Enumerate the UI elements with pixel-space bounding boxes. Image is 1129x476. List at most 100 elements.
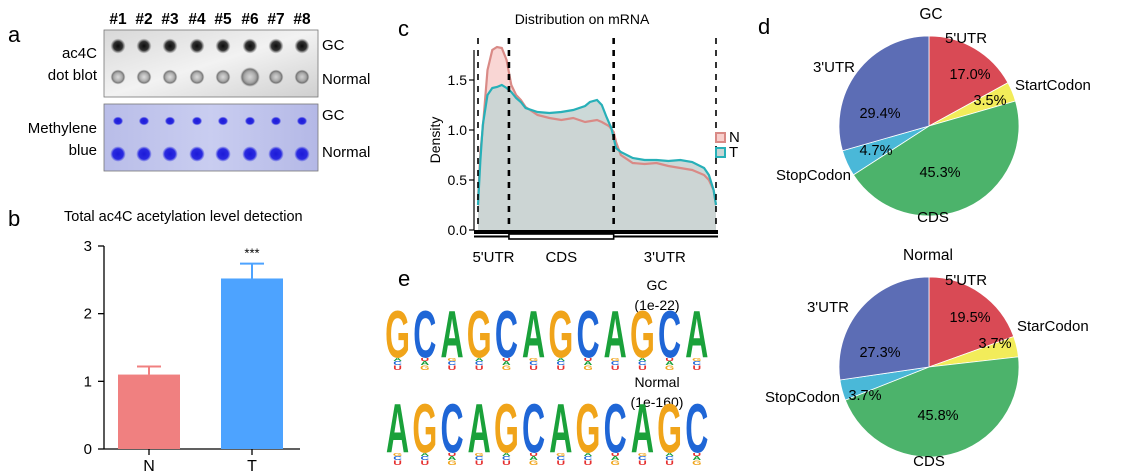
blot-spot-normal — [215, 69, 231, 85]
density-line-T — [476, 83, 718, 206]
logo-minor-letter: G — [692, 460, 701, 468]
logo-minor-letter: G — [665, 365, 674, 373]
mb-spot-gc — [192, 116, 202, 126]
pie-value-label: 17.0% — [949, 67, 990, 83]
logo-letter: C — [685, 391, 708, 468]
blot-spot-normal — [294, 69, 310, 85]
pie-slice — [928, 35, 1009, 127]
panel-label-c: c — [398, 16, 409, 41]
pie-value-label: 3.7% — [848, 388, 881, 404]
logo-minor-letter: G — [447, 357, 456, 362]
mrna-track-bar — [474, 230, 718, 234]
logo-minor-letter: G — [447, 460, 456, 468]
logo-minor-letter: U — [529, 452, 538, 457]
logo-letter: G — [467, 299, 492, 373]
logo-minor-letter: U — [556, 365, 565, 373]
logo-letter: G — [548, 299, 573, 373]
logo-letter: A — [522, 299, 545, 373]
logo-minor-letter: U — [638, 460, 647, 468]
motif-title-normal: Normal — [634, 374, 679, 390]
pie-slice — [838, 276, 930, 381]
logo-minor-letter: U — [638, 365, 647, 373]
pie-value-label: 3.5% — [973, 93, 1006, 109]
row-label-normal-bottom: Normal — [322, 144, 370, 161]
logo-minor-letter: A — [665, 452, 674, 457]
logo-minor-letter: U — [393, 460, 402, 468]
logo-letter: C — [440, 391, 463, 468]
panel-a: a #1 #2 #3 #4 #5 #6 #7 #8 ac4C dot blot Methyle… — [8, 11, 370, 172]
logo-minor-letter: U — [448, 365, 457, 373]
bar-N — [118, 374, 180, 449]
motif-pvalue-normal: (1e-160) — [631, 394, 684, 410]
logo-minor-letter: U — [665, 357, 674, 362]
logo-minor-letter: G — [692, 357, 701, 362]
row-label-normal-top: Normal — [322, 71, 370, 88]
logo-minor-letter: A — [502, 360, 511, 366]
blot-spot-normal — [240, 67, 260, 87]
logo-letter: G — [385, 299, 410, 373]
logo-minor-letter: U — [611, 452, 620, 457]
bar-x-tick-label: T — [247, 458, 257, 475]
logo-minor-letter: C — [502, 455, 511, 461]
mb-spot-normal — [215, 146, 231, 162]
mb-spot-gc — [165, 116, 175, 126]
logo-letter: A — [631, 391, 654, 468]
logo-letter: C — [604, 391, 627, 468]
density-y-tick-label: 1.5 — [448, 72, 468, 88]
logo-minor-letter: A — [665, 360, 674, 366]
methylene-blue-membrane — [103, 103, 319, 172]
logo-minor-letter: U — [393, 365, 402, 373]
mb-spot-gc — [218, 116, 228, 126]
logo-minor-letter: C — [529, 360, 538, 366]
logo-minor-letter: A — [420, 452, 429, 457]
logo-minor-letter: G — [393, 452, 402, 457]
pie-value-label: 3.7% — [978, 336, 1011, 352]
blot-spot-gc — [136, 38, 152, 54]
mb-spot-gc — [139, 116, 149, 126]
logo-minor-letter: U — [448, 452, 457, 457]
pie-title: Normal — [903, 247, 953, 264]
logo-minor-letter: U — [584, 460, 593, 468]
region-label: 5'UTR — [472, 249, 514, 266]
mb-spot-normal — [294, 146, 310, 162]
panel-label-d: d — [758, 14, 770, 39]
dot-blot-spots — [110, 38, 310, 87]
logo-minor-letter: A — [448, 455, 457, 461]
mb-spot-normal — [110, 146, 126, 162]
pie-value-label: 4.7% — [859, 143, 892, 159]
pie-title: GC — [919, 6, 942, 23]
logo-minor-letter: U — [502, 460, 511, 468]
logo-minor-letter: U — [584, 357, 593, 362]
logo-minor-letter: C — [692, 360, 701, 366]
panel-label-e: e — [398, 266, 410, 291]
bar-y-tick-label: 3 — [84, 238, 92, 255]
sample-label: #7 — [267, 11, 284, 28]
logo-letter: A — [604, 299, 627, 373]
logo-minor-letter: C — [448, 360, 457, 366]
sample-label: #1 — [109, 11, 127, 28]
mb-spot-normal — [189, 146, 205, 162]
logo-letter: A — [386, 391, 409, 468]
blot-spot-normal — [162, 69, 178, 85]
logo-letter: G — [630, 299, 655, 373]
cds-track-box — [508, 233, 615, 240]
logo-minor-letter: G — [529, 460, 538, 468]
logo-letter: C — [576, 299, 599, 373]
density-y-tick-label: 0.5 — [448, 172, 468, 188]
density-area-T — [478, 85, 716, 230]
pie-slice — [838, 35, 930, 152]
logo-minor-letter: A — [692, 455, 701, 461]
dot-blot-method-line2: dot blot — [48, 67, 98, 84]
logo-minor-letter: U — [692, 452, 701, 457]
logo-minor-letter: G — [556, 452, 565, 457]
logo-minor-letter: C — [611, 360, 620, 366]
logo-minor-letter: C — [556, 455, 565, 461]
logo-minor-letter: C — [584, 455, 593, 461]
logo-minor-letter: U — [556, 460, 565, 468]
density-chart-title: Distribution on mRNA — [515, 11, 650, 27]
logo-minor-letter: C — [638, 455, 647, 461]
density-y-tick-label: 1.0 — [448, 122, 468, 138]
logo-minor-letter: A — [611, 455, 620, 461]
